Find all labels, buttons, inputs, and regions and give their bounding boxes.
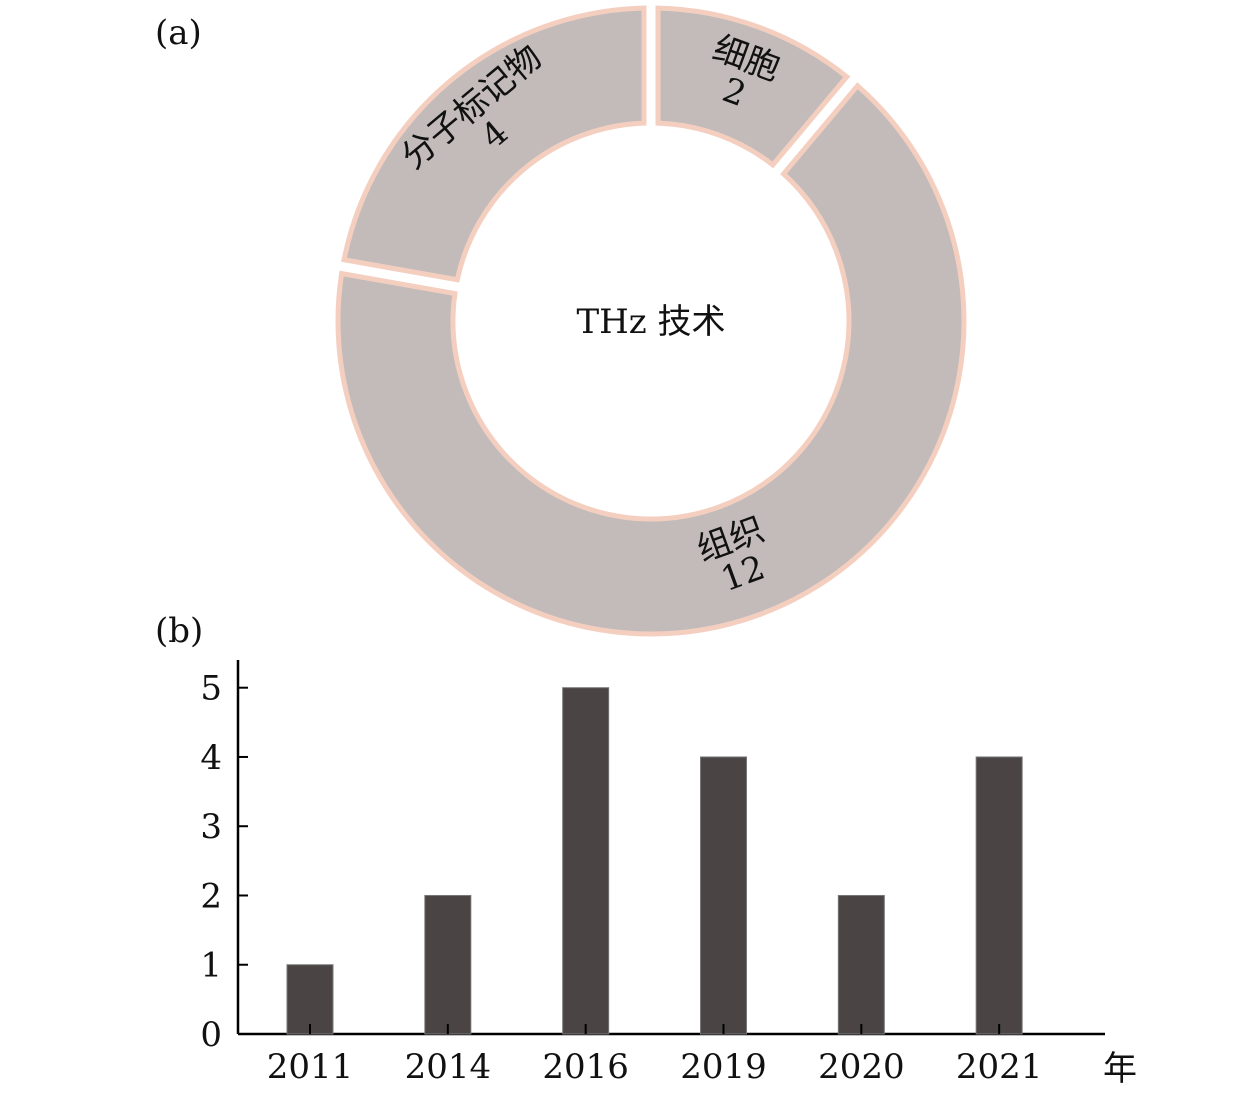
x-tick-label: 2019 bbox=[680, 1047, 767, 1087]
x-tick-label: 2016 bbox=[542, 1047, 629, 1087]
panel-a-label: (a) bbox=[155, 13, 202, 53]
y-tick-label: 0 bbox=[200, 1015, 222, 1055]
bar-2014 bbox=[424, 894, 472, 1035]
x-tick-label: 2020 bbox=[818, 1047, 905, 1087]
donut-center-label: THz 技术 bbox=[576, 302, 725, 342]
x-axis-label: 年 bbox=[1103, 1049, 1137, 1089]
x-tick-label: 2011 bbox=[267, 1047, 354, 1087]
x-tick-label: 2021 bbox=[956, 1047, 1043, 1087]
donut-slice-分子标记物 bbox=[341, 5, 647, 283]
y-tick-label: 4 bbox=[200, 738, 222, 778]
bar-chart: 0 1 2 3 4 5 2011 2014 2016 2019 2020 2021 年 bbox=[200, 660, 1137, 1089]
bar-2021 bbox=[975, 756, 1023, 1035]
y-tick-label: 1 bbox=[200, 946, 222, 986]
bar-2020 bbox=[837, 894, 885, 1035]
panel-b-label: (b) bbox=[155, 611, 203, 651]
x-tick-label: 2014 bbox=[405, 1047, 492, 1087]
bar-2016 bbox=[562, 687, 610, 1035]
donut-slice-细胞 bbox=[655, 5, 851, 169]
y-tick-label: 3 bbox=[200, 807, 222, 847]
donut-slice-组织 bbox=[335, 82, 967, 637]
bar-2011 bbox=[286, 964, 334, 1035]
bar-2019 bbox=[700, 756, 747, 1035]
y-tick-label: 5 bbox=[200, 669, 222, 709]
y-tick-label: 2 bbox=[200, 876, 222, 916]
